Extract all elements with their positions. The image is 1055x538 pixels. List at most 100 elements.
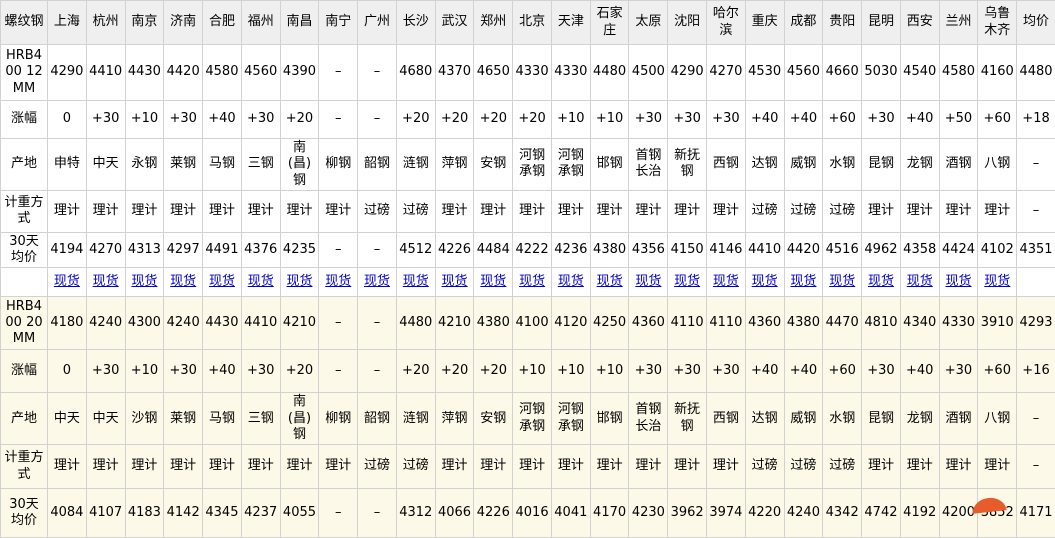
value-cell: 邯钢 <box>590 139 629 191</box>
value-cell: +30 <box>707 101 746 139</box>
spot-cell: 现货 <box>745 268 784 297</box>
value-cell: 4240 <box>86 297 125 350</box>
spot-cell: 现货 <box>280 268 319 297</box>
value-cell: +30 <box>862 350 901 393</box>
value-cell: 理计 <box>939 190 978 232</box>
value-cell: 4240 <box>164 297 203 350</box>
value-cell: 4491 <box>203 232 242 268</box>
city-header-cell: 昆明 <box>862 1 901 45</box>
value-cell: +30 <box>939 350 978 393</box>
spot-link[interactable]: 现货 <box>93 274 119 289</box>
value-cell: – <box>1017 445 1055 489</box>
value-cell: – <box>1017 190 1055 232</box>
value-cell: – <box>319 297 358 350</box>
value-cell: 理计 <box>551 445 590 489</box>
value-cell: 理计 <box>668 190 707 232</box>
row-label <box>1 268 48 297</box>
value-cell: 4237 <box>241 489 280 538</box>
spot-link[interactable]: 现货 <box>713 274 739 289</box>
value-cell: 理计 <box>280 445 319 489</box>
value-cell: – <box>319 350 358 393</box>
spot-cell: 现货 <box>551 268 590 297</box>
value-cell: 4210 <box>435 297 474 350</box>
spot-link[interactable]: 现货 <box>209 274 235 289</box>
value-cell: 龙钢 <box>900 393 939 445</box>
spot-link[interactable]: 现货 <box>790 274 816 289</box>
spot-link[interactable]: 现货 <box>519 274 545 289</box>
spot-link[interactable]: 现货 <box>442 274 468 289</box>
spot-link[interactable]: 现货 <box>558 274 584 289</box>
value-cell: 4183 <box>125 489 164 538</box>
spot-link[interactable]: 现货 <box>480 274 506 289</box>
value-cell: 4380 <box>784 297 823 350</box>
value-cell: 过磅 <box>784 445 823 489</box>
city-header-cell: 武汉 <box>435 1 474 45</box>
value-cell: 理计 <box>319 445 358 489</box>
spot-link[interactable]: 现货 <box>325 274 351 289</box>
value-cell: 理计 <box>513 190 552 232</box>
city-header-cell: 均价 <box>1017 1 1055 45</box>
value-cell: 4430 <box>203 297 242 350</box>
value-cell: 萍钢 <box>435 393 474 445</box>
value-cell: 安钢 <box>474 393 513 445</box>
value-cell: +40 <box>900 350 939 393</box>
city-header-cell: 长沙 <box>396 1 435 45</box>
value-cell <box>1017 268 1055 297</box>
value-cell: 4360 <box>745 297 784 350</box>
city-header-cell: 合肥 <box>203 1 242 45</box>
spot-link[interactable]: 现货 <box>829 274 855 289</box>
value-cell: – <box>319 489 358 538</box>
spot-link[interactable]: 现货 <box>248 274 274 289</box>
value-cell: 酒钢 <box>939 393 978 445</box>
spot-link[interactable]: 现货 <box>403 274 429 289</box>
spot-link[interactable]: 现货 <box>286 274 312 289</box>
spot-link[interactable]: 现货 <box>907 274 933 289</box>
spot-link[interactable]: 现货 <box>752 274 778 289</box>
value-cell: +30 <box>668 101 707 139</box>
value-cell: 4484 <box>474 232 513 268</box>
value-cell: 4480 <box>590 45 629 101</box>
value-cell: 河钢承钢 <box>551 393 590 445</box>
spot-cell: 现货 <box>707 268 746 297</box>
value-cell: 4222 <box>513 232 552 268</box>
value-cell: 理计 <box>203 445 242 489</box>
value-cell: 理计 <box>978 445 1017 489</box>
spot-link[interactable]: 现货 <box>945 274 971 289</box>
spot-link[interactable]: 现货 <box>131 274 157 289</box>
spot-link[interactable]: 现货 <box>984 274 1010 289</box>
spot-link[interactable]: 现货 <box>54 274 80 289</box>
value-cell: 过磅 <box>396 445 435 489</box>
city-header-cell: 南京 <box>125 1 164 45</box>
value-cell: 理计 <box>164 445 203 489</box>
spot-link[interactable]: 现货 <box>868 274 894 289</box>
city-header-cell: 贵阳 <box>823 1 862 45</box>
spot-link[interactable]: 现货 <box>635 274 661 289</box>
value-cell: – <box>358 489 397 538</box>
city-header-cell: 天津 <box>551 1 590 45</box>
value-cell: +30 <box>629 350 668 393</box>
city-header-cell: 杭州 <box>86 1 125 45</box>
spot-link[interactable]: 现货 <box>364 274 390 289</box>
value-cell: 4360 <box>629 297 668 350</box>
value-cell: 4650 <box>474 45 513 101</box>
value-cell: 4171 <box>1017 489 1055 538</box>
value-cell: 理计 <box>474 190 513 232</box>
value-cell: 4342 <box>823 489 862 538</box>
spot-link[interactable]: 现货 <box>674 274 700 289</box>
value-cell: 0 <box>48 101 87 139</box>
value-cell: 3962 <box>668 489 707 538</box>
weigh-row-12: 计重方式理计理计理计理计理计理计理计理计过磅过磅理计理计理计理计理计理计理计理计… <box>1 190 1055 232</box>
corner-label: 螺纹钢 <box>1 1 48 45</box>
spot-link[interactable]: 现货 <box>597 274 623 289</box>
value-cell: – <box>358 101 397 139</box>
row-label: 涨幅 <box>1 350 48 393</box>
spot-cell: 现货 <box>474 268 513 297</box>
spot-cell: 现货 <box>939 268 978 297</box>
value-cell: 4410 <box>241 297 280 350</box>
value-cell: +30 <box>86 350 125 393</box>
spot-link[interactable]: 现货 <box>170 274 196 289</box>
value-cell: +60 <box>823 101 862 139</box>
